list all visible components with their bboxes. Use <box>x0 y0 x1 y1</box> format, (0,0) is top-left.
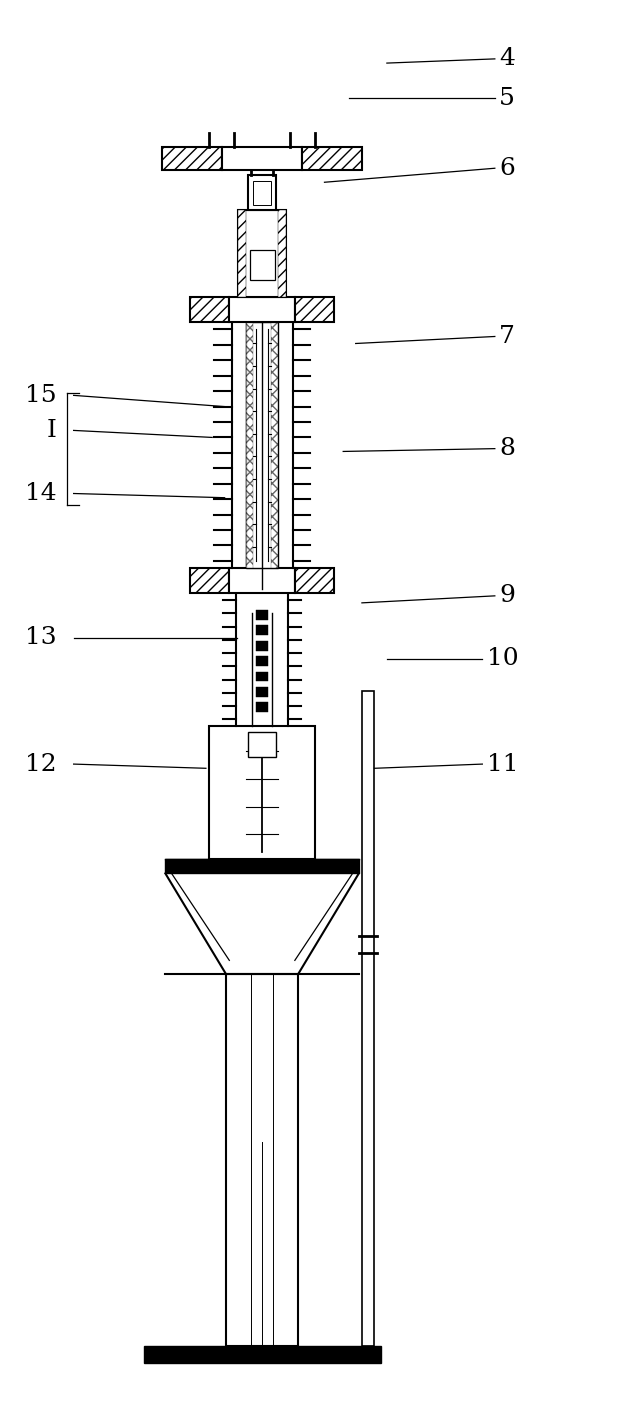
Bar <box>162 147 222 170</box>
Bar <box>190 297 229 322</box>
Bar <box>222 147 302 170</box>
Bar <box>250 250 275 280</box>
Bar <box>238 210 246 297</box>
Bar <box>256 656 268 666</box>
Text: 9: 9 <box>499 585 515 607</box>
Text: 11: 11 <box>487 753 518 775</box>
Bar <box>238 210 286 297</box>
Bar <box>256 687 268 697</box>
Bar <box>248 732 276 757</box>
Text: 4: 4 <box>499 48 515 70</box>
Bar <box>246 322 278 568</box>
Text: 10: 10 <box>487 648 519 670</box>
Text: 6: 6 <box>499 157 515 179</box>
Text: 5: 5 <box>499 87 515 109</box>
Text: I: I <box>47 419 57 442</box>
Text: 13: 13 <box>25 627 57 649</box>
Bar <box>253 181 271 205</box>
Bar <box>165 859 359 873</box>
Bar <box>256 702 268 712</box>
Bar <box>229 568 295 593</box>
Bar <box>248 175 276 210</box>
Text: 8: 8 <box>499 437 515 460</box>
Bar <box>229 297 295 322</box>
Bar <box>362 691 374 1346</box>
Bar <box>295 297 334 322</box>
Bar <box>278 210 286 297</box>
Text: 15: 15 <box>25 384 57 407</box>
Text: 14: 14 <box>25 482 57 505</box>
Bar <box>209 726 315 859</box>
Bar <box>256 625 268 635</box>
Bar <box>226 974 298 1346</box>
Text: 7: 7 <box>499 325 515 348</box>
Bar <box>144 1346 381 1363</box>
Bar <box>302 147 362 170</box>
Bar <box>256 610 268 620</box>
Bar <box>295 568 334 593</box>
Bar <box>256 641 268 651</box>
Bar <box>246 322 253 568</box>
Bar <box>190 568 229 593</box>
Bar <box>271 322 278 568</box>
Text: 12: 12 <box>25 753 57 775</box>
Bar <box>256 672 268 681</box>
